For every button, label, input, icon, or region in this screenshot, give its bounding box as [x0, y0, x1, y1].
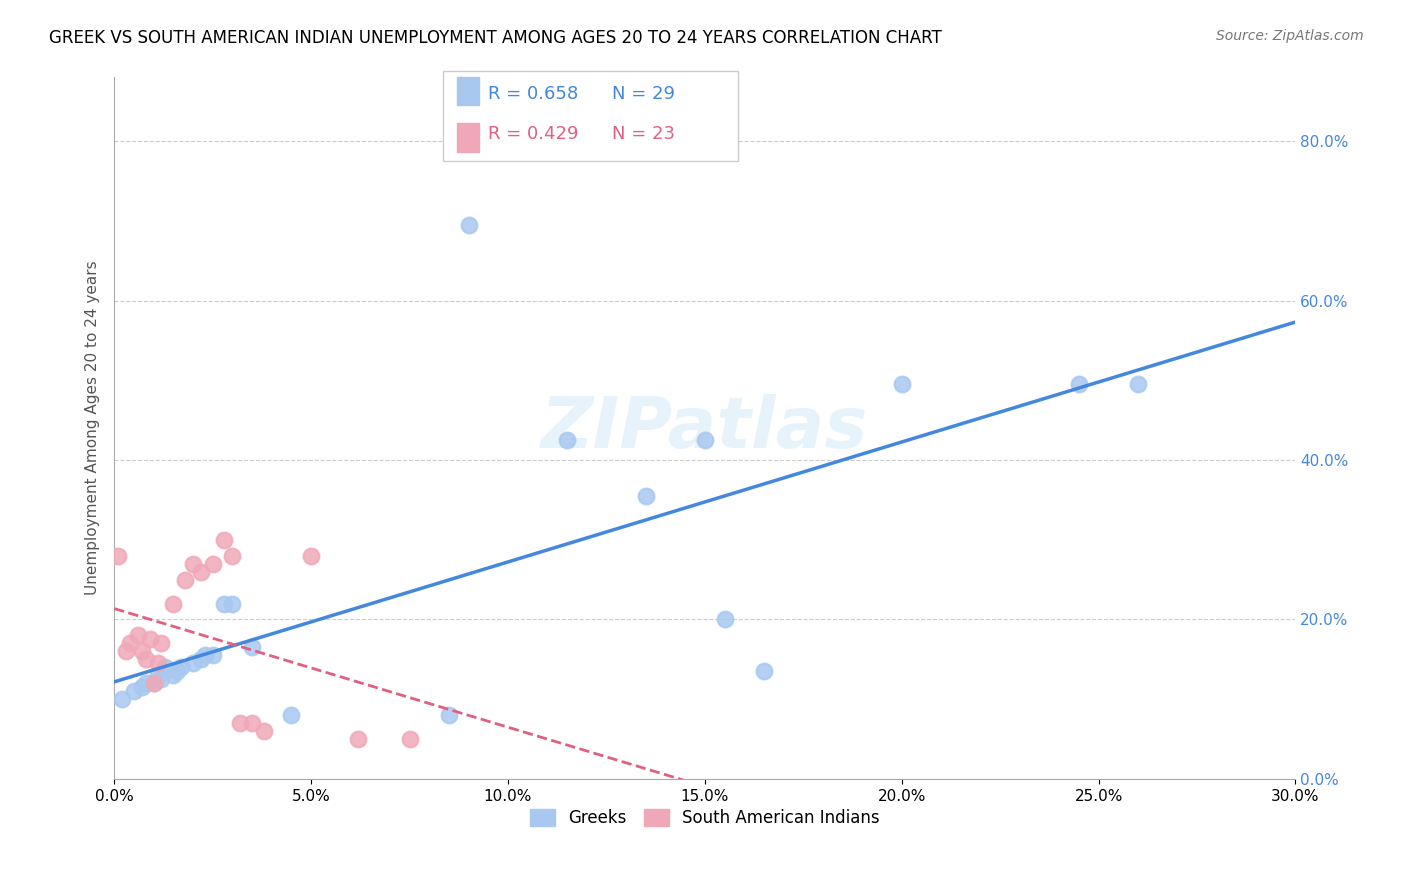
- Point: [190, 565, 212, 579]
- Point: [253, 724, 276, 739]
- Point: [1067, 377, 1090, 392]
- Point: [457, 218, 479, 232]
- Text: N = 29: N = 29: [612, 85, 675, 103]
- Point: [127, 628, 149, 642]
- Point: [115, 644, 138, 658]
- Text: R = 0.429: R = 0.429: [488, 125, 578, 143]
- Point: [555, 433, 578, 447]
- Point: [240, 716, 263, 731]
- Text: N = 23: N = 23: [612, 125, 675, 143]
- Point: [190, 652, 212, 666]
- Point: [221, 549, 243, 563]
- Point: [150, 636, 173, 650]
- Point: [437, 708, 460, 723]
- Point: [174, 573, 197, 587]
- Point: [201, 648, 224, 663]
- Legend: Greeks, South American Indians: Greeks, South American Indians: [523, 802, 886, 834]
- Point: [118, 636, 141, 650]
- Point: [634, 489, 657, 503]
- Text: Source: ZipAtlas.com: Source: ZipAtlas.com: [1216, 29, 1364, 43]
- Point: [181, 557, 204, 571]
- Point: [221, 597, 243, 611]
- Point: [240, 640, 263, 655]
- Point: [890, 377, 912, 392]
- Text: GREEK VS SOUTH AMERICAN INDIAN UNEMPLOYMENT AMONG AGES 20 TO 24 YEARS CORRELATIO: GREEK VS SOUTH AMERICAN INDIAN UNEMPLOYM…: [49, 29, 942, 46]
- Point: [229, 716, 252, 731]
- Point: [299, 549, 322, 563]
- Point: [1126, 377, 1149, 392]
- Point: [214, 597, 236, 611]
- Point: [122, 684, 145, 698]
- Point: [135, 652, 157, 666]
- Point: [131, 644, 153, 658]
- Point: [150, 673, 173, 687]
- Point: [162, 668, 184, 682]
- Point: [194, 648, 217, 663]
- Point: [166, 665, 188, 679]
- Point: [398, 732, 420, 747]
- Point: [280, 708, 302, 723]
- Point: [201, 557, 224, 571]
- Point: [713, 612, 735, 626]
- Point: [107, 549, 129, 563]
- Point: [146, 668, 169, 682]
- Point: [146, 657, 169, 671]
- Point: [347, 732, 370, 747]
- Point: [111, 692, 134, 706]
- Point: [693, 433, 716, 447]
- Point: [142, 676, 165, 690]
- Point: [214, 533, 236, 547]
- Y-axis label: Unemployment Among Ages 20 to 24 years: Unemployment Among Ages 20 to 24 years: [86, 260, 100, 596]
- Point: [162, 597, 184, 611]
- Point: [138, 632, 160, 647]
- Point: [142, 676, 165, 690]
- Point: [135, 676, 157, 690]
- Point: [181, 657, 204, 671]
- Text: ZIPatlas: ZIPatlas: [541, 393, 869, 463]
- Text: R = 0.658: R = 0.658: [488, 85, 578, 103]
- Point: [752, 665, 775, 679]
- Point: [131, 680, 153, 694]
- Point: [155, 660, 177, 674]
- Point: [170, 660, 193, 674]
